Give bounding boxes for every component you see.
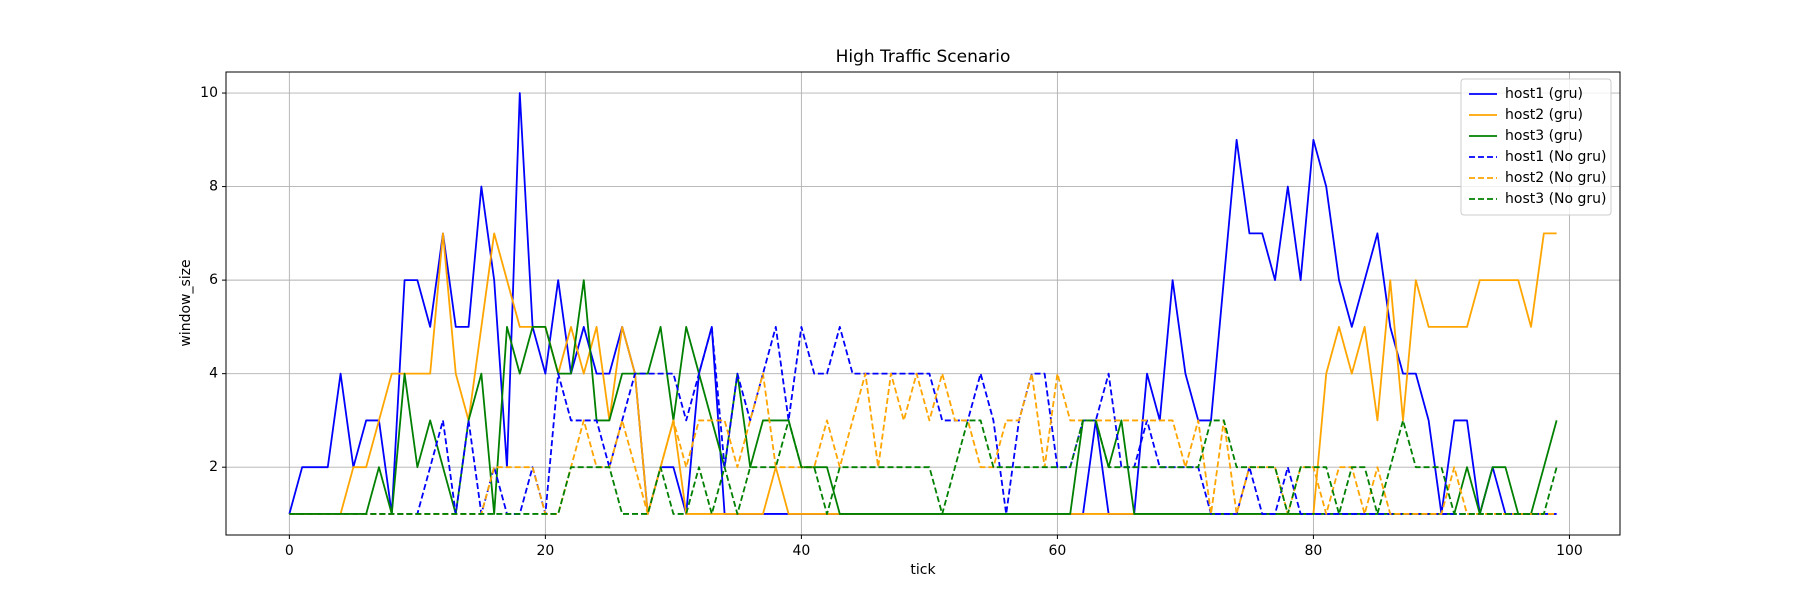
legend: host1 (gru) host2 (gru) host3 (gru) host1 (… — [1460, 78, 1612, 216]
series-line — [289, 325, 1557, 515]
y-tick-label: 10 — [200, 85, 218, 101]
x-tick-label: 0 — [285, 543, 294, 559]
y-tick-label: 6 — [209, 272, 218, 288]
y-tick-label: 2 — [209, 459, 218, 475]
x-axis-label: tick — [910, 562, 936, 578]
legend-label: host1 (gru) — [1505, 86, 1583, 102]
legend-label: host3 (No gru) — [1505, 191, 1607, 207]
plot-frame — [225, 71, 1621, 536]
legend-label: host2 (gru) — [1505, 107, 1583, 123]
x-tick-label: 60 — [1048, 543, 1066, 559]
x-tick-label: 80 — [1305, 543, 1323, 559]
series-line — [289, 372, 1557, 515]
legend-box — [1460, 78, 1612, 216]
chart-title: High Traffic Scenario — [836, 47, 1011, 67]
x-tick-label: 40 — [792, 543, 810, 559]
y-axis-label: window_size — [178, 259, 194, 346]
x-tick-label: 100 — [1556, 543, 1583, 559]
y-tick-label: 8 — [209, 179, 218, 195]
x-tick-label: 20 — [536, 543, 554, 559]
legend-label: host3 (gru) — [1505, 128, 1583, 144]
series-line — [289, 419, 1558, 515]
legend-label: host2 (No gru) — [1505, 170, 1607, 186]
y-tick-label: 4 — [209, 366, 218, 382]
legend-label: host1 (No gru) — [1505, 149, 1607, 165]
